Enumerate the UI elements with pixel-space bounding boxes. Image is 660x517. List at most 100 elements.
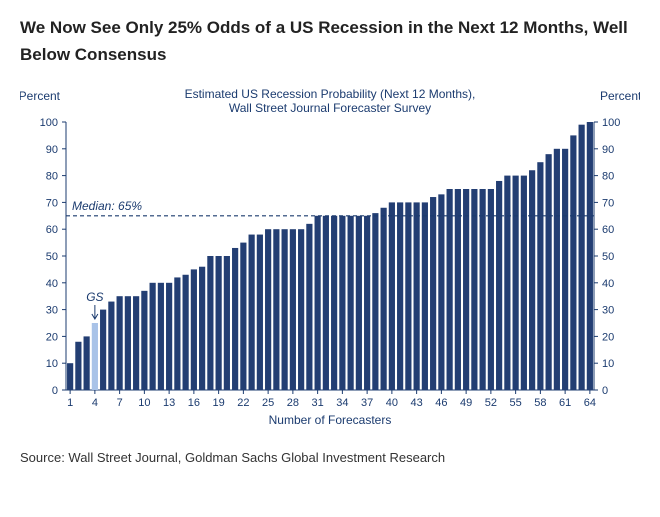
bar bbox=[84, 337, 90, 391]
y-tick-right: 80 bbox=[602, 171, 614, 183]
bar bbox=[265, 230, 271, 391]
chart-title: We Now See Only 25% Odds of a US Recessi… bbox=[20, 14, 640, 68]
bar bbox=[257, 235, 263, 390]
y-axis-label-right: Percent bbox=[600, 89, 640, 103]
y-tick-right: 0 bbox=[602, 385, 608, 397]
bar bbox=[183, 275, 189, 390]
bar bbox=[504, 176, 510, 390]
bar bbox=[158, 283, 164, 390]
bar bbox=[331, 216, 337, 390]
y-tick-left: 30 bbox=[46, 305, 58, 317]
x-tick: 64 bbox=[584, 397, 596, 409]
chart-container: Estimated US Recession Probability (Next… bbox=[20, 76, 640, 436]
chart-subtitle-2: Wall Street Journal Forecaster Survey bbox=[229, 101, 431, 115]
bar bbox=[290, 230, 296, 391]
bar bbox=[405, 203, 411, 391]
bar bbox=[521, 176, 527, 390]
bar bbox=[232, 248, 238, 390]
x-tick: 22 bbox=[237, 397, 249, 409]
y-tick-left: 100 bbox=[40, 117, 58, 129]
bar bbox=[249, 235, 255, 390]
y-tick-right: 20 bbox=[602, 332, 614, 344]
bar bbox=[141, 291, 147, 390]
bar bbox=[447, 189, 453, 390]
y-tick-right: 40 bbox=[602, 278, 614, 290]
bar-gs bbox=[92, 323, 98, 390]
bar bbox=[315, 216, 321, 390]
bar bbox=[463, 189, 469, 390]
bar bbox=[174, 278, 180, 391]
x-axis-label: Number of Forecasters bbox=[269, 413, 392, 427]
bar bbox=[191, 270, 197, 391]
bar bbox=[471, 189, 477, 390]
y-tick-left: 70 bbox=[46, 198, 58, 210]
x-tick: 31 bbox=[312, 397, 324, 409]
bar bbox=[488, 189, 494, 390]
bar bbox=[216, 256, 222, 390]
y-tick-right: 50 bbox=[602, 251, 614, 263]
y-tick-left: 20 bbox=[46, 332, 58, 344]
source-line: Source: Wall Street Journal, Goldman Sac… bbox=[20, 450, 640, 465]
y-tick-left: 50 bbox=[46, 251, 58, 263]
y-tick-left: 10 bbox=[46, 359, 58, 371]
x-tick: 58 bbox=[534, 397, 546, 409]
x-tick: 4 bbox=[92, 397, 98, 409]
bar bbox=[397, 203, 403, 391]
bar bbox=[67, 364, 73, 391]
bar bbox=[224, 256, 230, 390]
y-tick-left: 90 bbox=[46, 144, 58, 156]
median-label: Median: 65% bbox=[72, 199, 142, 213]
x-tick: 40 bbox=[386, 397, 398, 409]
bar bbox=[554, 149, 560, 390]
bar bbox=[372, 213, 378, 390]
x-tick: 10 bbox=[138, 397, 150, 409]
x-tick: 28 bbox=[287, 397, 299, 409]
bar bbox=[529, 171, 535, 391]
chart-subtitle-1: Estimated US Recession Probability (Next… bbox=[185, 87, 476, 101]
bar bbox=[75, 342, 81, 390]
bar bbox=[108, 302, 114, 390]
x-tick: 19 bbox=[213, 397, 225, 409]
x-tick: 55 bbox=[510, 397, 522, 409]
x-tick: 52 bbox=[485, 397, 497, 409]
bar bbox=[240, 243, 246, 390]
bar bbox=[455, 189, 461, 390]
bar bbox=[480, 189, 486, 390]
x-tick: 46 bbox=[435, 397, 447, 409]
bar bbox=[414, 203, 420, 391]
gs-arrow-icon bbox=[92, 305, 98, 319]
bar bbox=[381, 208, 387, 390]
bar bbox=[513, 176, 519, 390]
x-tick: 25 bbox=[262, 397, 274, 409]
y-tick-right: 100 bbox=[602, 117, 620, 129]
bar bbox=[282, 230, 288, 391]
bar bbox=[306, 224, 312, 390]
bar bbox=[579, 125, 585, 390]
y-tick-right: 10 bbox=[602, 359, 614, 371]
bar bbox=[100, 310, 106, 390]
bar bbox=[537, 163, 543, 391]
y-tick-left: 40 bbox=[46, 278, 58, 290]
bar bbox=[166, 283, 172, 390]
y-axis-label-left: Percent bbox=[20, 89, 61, 103]
bar bbox=[348, 216, 354, 390]
y-tick-right: 30 bbox=[602, 305, 614, 317]
bar bbox=[438, 195, 444, 391]
bar bbox=[389, 203, 395, 391]
bar bbox=[364, 216, 370, 390]
bar bbox=[207, 256, 213, 390]
y-tick-right: 90 bbox=[602, 144, 614, 156]
x-tick: 49 bbox=[460, 397, 472, 409]
bar bbox=[570, 136, 576, 391]
bar bbox=[150, 283, 156, 390]
bar bbox=[339, 216, 345, 390]
x-tick: 16 bbox=[188, 397, 200, 409]
y-tick-right: 60 bbox=[602, 225, 614, 237]
bar bbox=[199, 267, 205, 390]
y-tick-left: 80 bbox=[46, 171, 58, 183]
bar bbox=[356, 216, 362, 390]
bar bbox=[430, 197, 436, 390]
bar bbox=[587, 122, 593, 390]
bar bbox=[562, 149, 568, 390]
bar bbox=[273, 230, 279, 391]
